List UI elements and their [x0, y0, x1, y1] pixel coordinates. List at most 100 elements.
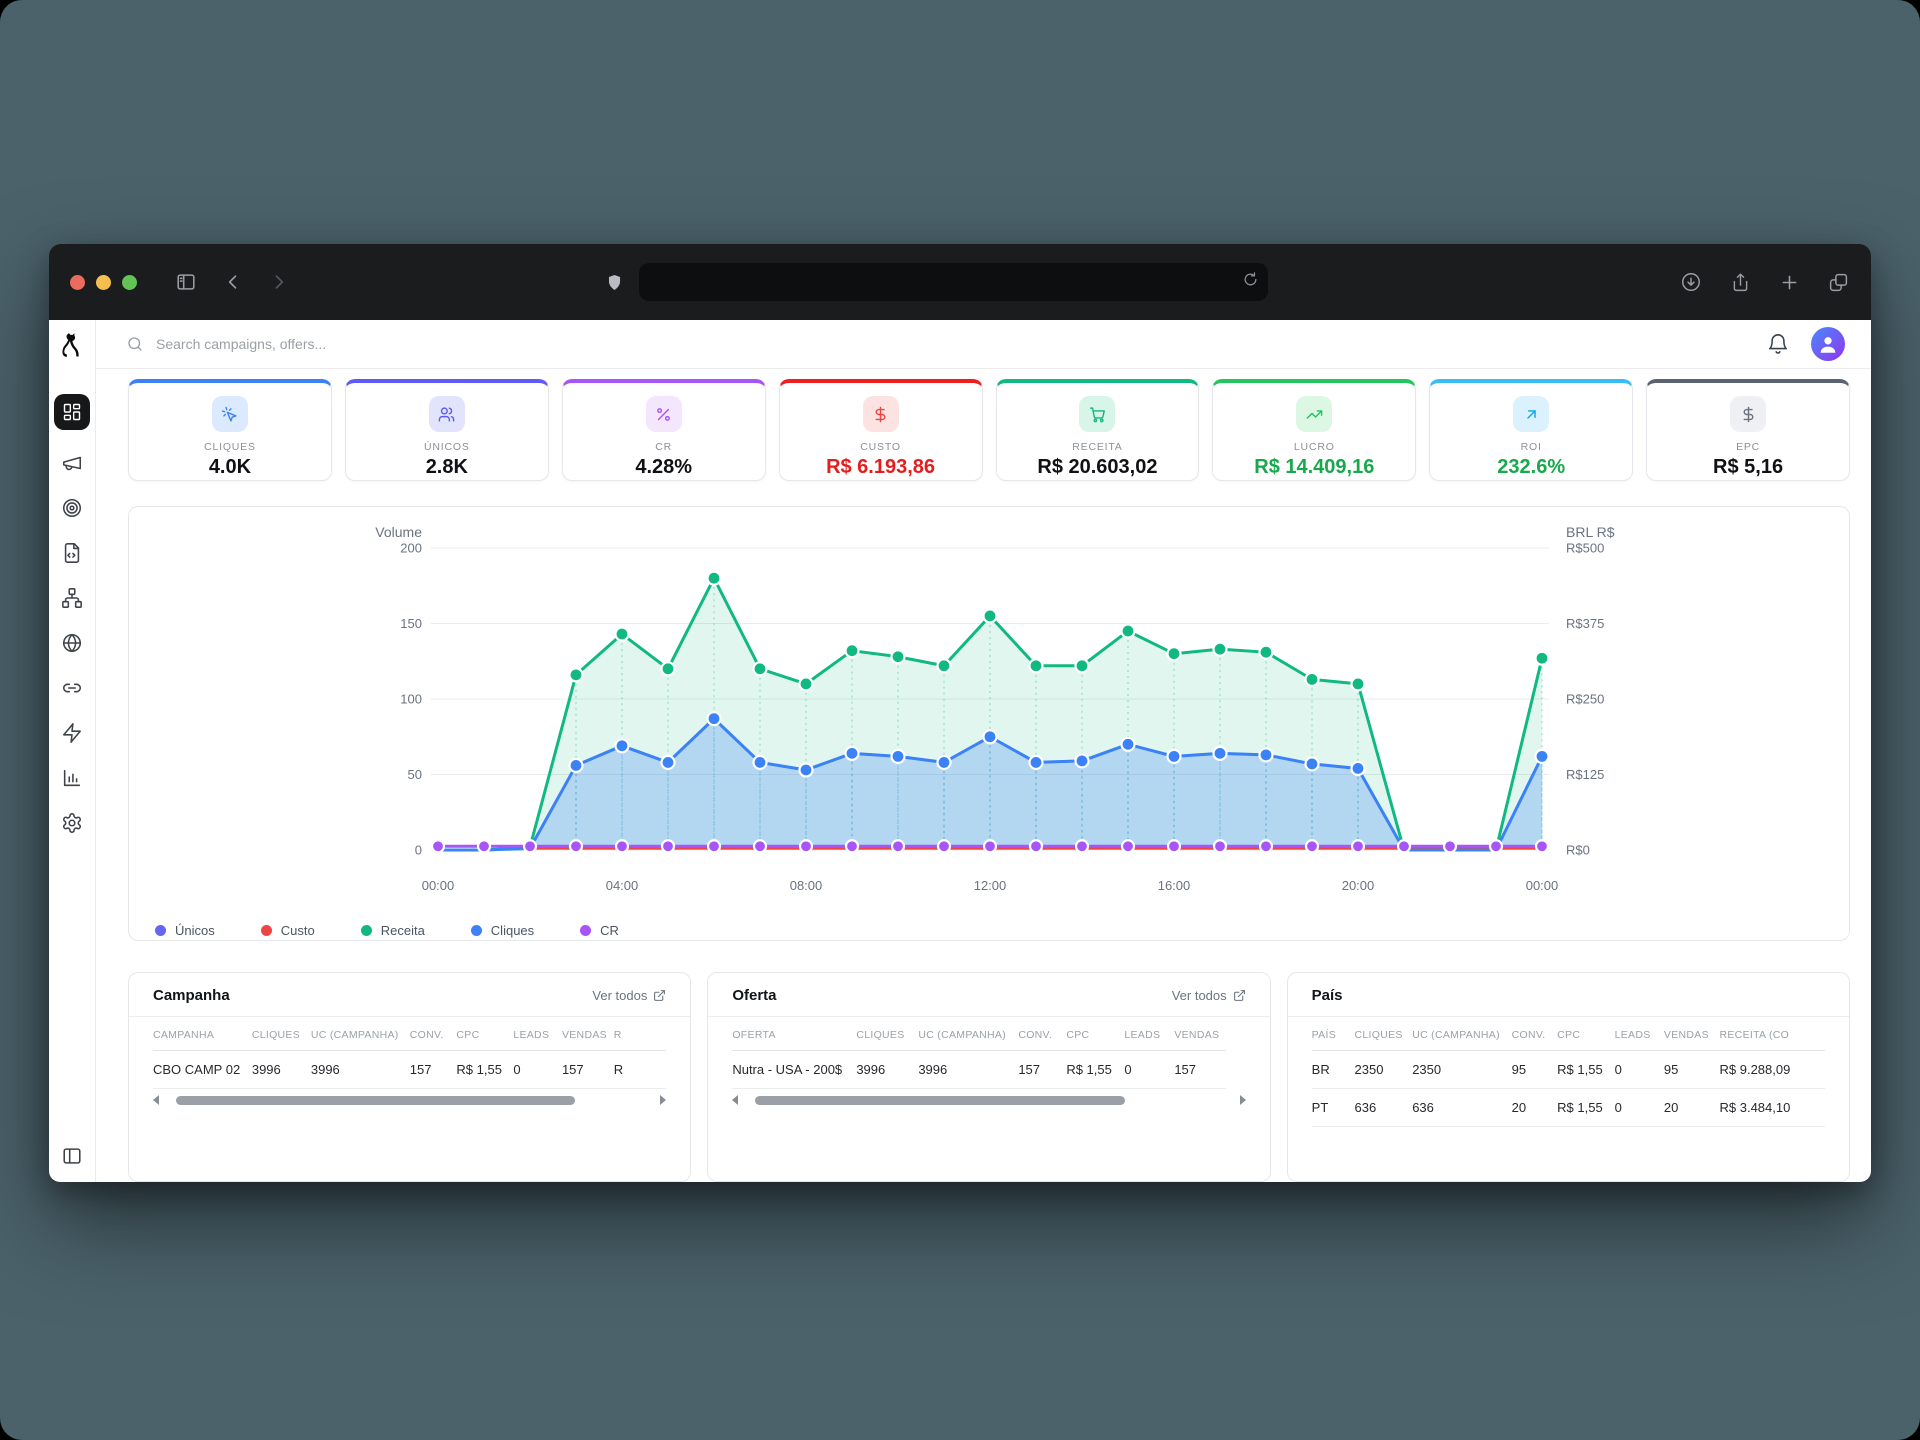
ver-todos-link[interactable]: Ver todos: [592, 988, 666, 1003]
legend-item-cr[interactable]: CR: [580, 923, 619, 938]
sidebar-item-links[interactable]: [54, 676, 90, 700]
arrow-up-right-icon: [1513, 396, 1550, 432]
column-header: OFERTA: [732, 1017, 857, 1051]
table-cell: 2350: [1354, 1050, 1413, 1089]
table-cell: 157: [1174, 1050, 1227, 1089]
forward-button[interactable]: [269, 272, 289, 292]
new-tab-button[interactable]: [1779, 272, 1800, 293]
app-header: [96, 320, 1871, 369]
sidebar-item-domains[interactable]: [54, 631, 90, 655]
close-window-button[interactable]: [70, 274, 85, 290]
trending-up-icon: [1306, 409, 1323, 419]
user-avatar[interactable]: [1811, 327, 1845, 361]
dollar-icon: [862, 396, 899, 432]
reload-button[interactable]: [1242, 271, 1259, 288]
chevron-left-icon: [228, 275, 237, 289]
minimize-window-button[interactable]: [96, 274, 111, 290]
stat-value: R$ 5,16: [1713, 456, 1784, 478]
scrollbar-thumb[interactable]: [175, 1095, 576, 1105]
legend-item-receita[interactable]: Receita: [360, 923, 425, 938]
column-header: VENDAS: [1663, 1017, 1720, 1051]
scrollbar-track[interactable]: [745, 1095, 1232, 1105]
column-header: CAMPANHA: [153, 1017, 252, 1051]
legend-dot: [360, 924, 372, 936]
summary-tables-row: Campanha Ver todos CAMPANHA CLIQUES UC (CAMP…: [128, 972, 1850, 1182]
scrollbar-track[interactable]: [166, 1095, 653, 1105]
table-row[interactable]: PT 636 636 20 R$ 1,55 0 20 R$ 3.484,10: [1311, 1088, 1825, 1127]
table-cell: R$ 1,55: [456, 1050, 514, 1089]
table-cell: Nutra - USA - 200$: [732, 1050, 857, 1089]
stat-value: 4.28%: [635, 456, 693, 478]
table-cell: BR: [1311, 1050, 1355, 1089]
table-cell: 20: [1511, 1088, 1558, 1127]
table-cell: 95: [1511, 1050, 1558, 1089]
scrollbar-thumb[interactable]: [755, 1095, 1126, 1105]
sidebar-item-landing-pages[interactable]: [54, 541, 90, 565]
scroll-left-arrow[interactable]: [153, 1095, 159, 1105]
domains-icon: [62, 633, 82, 653]
sidebar-item-flows[interactable]: [54, 586, 90, 610]
table-row[interactable]: CBO CAMP 02 3996 3996 157 R$ 1,55 0 157 R: [153, 1050, 667, 1089]
table-cell: 20: [1663, 1088, 1720, 1127]
legend-item-únicos[interactable]: Únicos: [155, 923, 215, 938]
sidebar-item-settings[interactable]: [54, 811, 90, 835]
window-controls: [70, 274, 137, 290]
trending-up-icon: [1296, 396, 1333, 432]
dollar-icon: [1730, 396, 1767, 432]
browser-sidebar-toggle-button[interactable]: [175, 271, 197, 293]
column-header: CONV.: [1018, 1017, 1067, 1051]
horizontal-scrollbar: [708, 1089, 1269, 1113]
stat-label: ROI: [1520, 441, 1542, 453]
back-button[interactable]: [223, 272, 243, 292]
svg-text:12:00: 12:00: [974, 878, 1007, 893]
arrow-up-right-icon: [1526, 409, 1536, 419]
plus-icon: [1782, 275, 1797, 289]
column-header: VENDAS: [1174, 1017, 1227, 1051]
table-card-oferta: Oferta Ver todos OFERTA CLIQUES UC (CAMPANHA…: [707, 972, 1271, 1182]
zoom-window-button[interactable]: [122, 274, 137, 290]
table-cell: 3996: [251, 1050, 311, 1089]
percent-icon: [657, 407, 671, 421]
sidebar-collapse-button[interactable]: [54, 1144, 90, 1168]
table-card-header: Oferta Ver todos: [708, 973, 1270, 1017]
table-cell: 0: [513, 1050, 562, 1089]
column-header: UC (CAMPANHA): [310, 1017, 410, 1051]
table-cell: 0: [1124, 1050, 1175, 1089]
horizontal-scrollbar: [129, 1089, 690, 1113]
table-row[interactable]: BR 2350 2350 95 R$ 1,55 0 95 R$ 9.288,09: [1311, 1050, 1825, 1089]
column-header: LEADS: [1124, 1017, 1175, 1051]
dog-logo-icon: [62, 332, 79, 357]
tabs-icon: [1829, 273, 1848, 291]
table-cell: 636: [1354, 1088, 1413, 1127]
svg-text:50: 50: [408, 767, 422, 782]
sidebar-item-campaigns[interactable]: [54, 451, 90, 475]
downloads-button[interactable]: [1680, 271, 1702, 293]
reports-icon: [63, 769, 81, 787]
ver-todos-link[interactable]: Ver todos: [1172, 988, 1246, 1003]
sidebar-item-reports[interactable]: [54, 766, 90, 790]
scroll-left-arrow[interactable]: [732, 1095, 739, 1105]
scroll-right-arrow[interactable]: [1239, 1095, 1246, 1105]
url-bar[interactable]: [639, 263, 1268, 301]
svg-text:R$375: R$375: [1566, 616, 1604, 631]
stat-label: CUSTO: [860, 441, 901, 453]
svg-text:R$500: R$500: [1566, 540, 1604, 555]
svg-text:04:00: 04:00: [606, 878, 639, 893]
table-row[interactable]: Nutra - USA - 200$ 3996 3996 157 R$ 1,55 0 157: [732, 1050, 1227, 1089]
legend-item-custo[interactable]: Custo: [260, 923, 315, 938]
search-input[interactable]: [156, 336, 1755, 352]
stat-card-epc: EPC R$ 5,16: [1646, 379, 1850, 481]
legend-item-cliques[interactable]: Cliques: [470, 923, 534, 938]
settings-icon: [62, 813, 82, 833]
app-viewport: CLIQUES 4.0K ÚNICOS 2.8K CR 4.28% CUSTO R$ 6.19…: [49, 320, 1871, 1182]
tab-overview-button[interactable]: [1828, 272, 1849, 293]
stat-label: LUCRO: [1293, 441, 1335, 453]
sidebar-item-dashboard[interactable]: [54, 394, 90, 430]
svg-text:150: 150: [400, 616, 422, 631]
sidebar-item-automations[interactable]: [54, 721, 90, 745]
share-button[interactable]: [1730, 272, 1751, 293]
scroll-right-arrow[interactable]: [660, 1095, 667, 1105]
notifications-button[interactable]: [1767, 333, 1789, 355]
stat-label: EPC: [1736, 441, 1761, 453]
sidebar-item-targeting[interactable]: [54, 496, 90, 520]
